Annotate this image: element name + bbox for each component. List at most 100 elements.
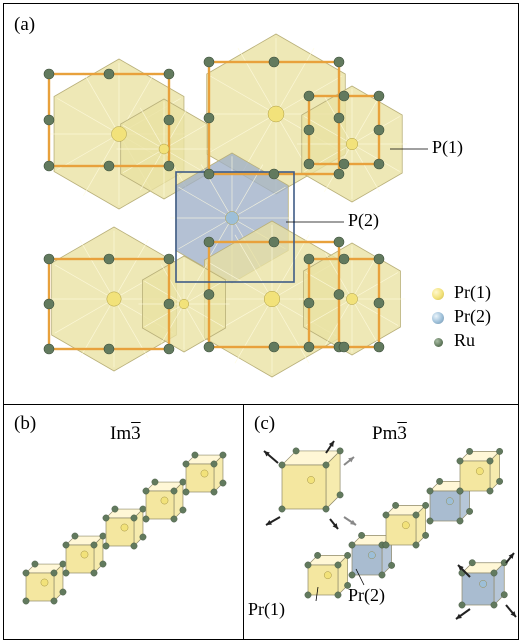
ru-atom (90, 569, 98, 577)
icosahedron-edge (144, 280, 185, 305)
sc-cube-5 (456, 448, 504, 495)
ru-atom (344, 551, 352, 559)
ru-atom (163, 68, 175, 80)
ru-atom (210, 488, 218, 496)
ru-atom (103, 253, 115, 265)
ru-atom (322, 461, 330, 469)
icosahedron-edge (231, 186, 286, 219)
ru-atom (50, 569, 58, 577)
ru-atom (130, 542, 138, 550)
ru-atom (303, 124, 315, 136)
icosahedron-edge (237, 48, 277, 115)
ru-atom (314, 551, 322, 559)
ru-atom (496, 478, 504, 485)
ru-atom (336, 447, 344, 455)
bcc-cube-chain (22, 451, 227, 605)
ru-atom (191, 451, 199, 459)
pr-atom (178, 298, 190, 310)
pr1-callout: Pr(1) (248, 599, 285, 619)
ru-atom (31, 560, 39, 568)
ru-atom (219, 479, 227, 487)
arrow-head-icon (264, 451, 270, 457)
pr1-marker-icon (432, 288, 444, 300)
ru-atom (179, 478, 187, 486)
ru-atom (486, 487, 494, 495)
icosahedron-edge (178, 186, 233, 219)
arrow-head-icon (328, 441, 334, 447)
icosahedron-edge (275, 48, 315, 115)
ru-atom (322, 505, 330, 513)
center-atom (368, 551, 376, 559)
ru-atom (268, 341, 280, 353)
ru-atom (139, 533, 147, 541)
ru-atom (163, 298, 175, 310)
ru-atom (373, 124, 385, 136)
ru-atom (338, 341, 350, 353)
pr2-callout: Pr(2) (348, 585, 385, 605)
ru-atom (142, 515, 150, 523)
icosahedron-edge (183, 303, 208, 344)
icosahedron-edge (351, 298, 399, 326)
arrow-head-icon (348, 457, 354, 463)
pr-atom (106, 291, 122, 307)
ru-atom (333, 289, 345, 300)
arrow-head-icon (458, 565, 464, 571)
arrow-head-icon (510, 611, 516, 617)
ru-atom (303, 297, 315, 309)
ru-atom (456, 517, 464, 525)
center-atom (324, 571, 332, 579)
icosahedron-edge (183, 280, 224, 305)
icosahedron-edge (163, 148, 206, 174)
ru-atom (392, 502, 400, 509)
ru-atom (486, 457, 494, 465)
ru-atom (303, 158, 315, 170)
cube-front-face (281, 464, 327, 510)
icosahedron-edge (139, 107, 165, 150)
ru-atom (203, 112, 215, 124)
ru-atom (142, 487, 150, 495)
ru-atom (22, 569, 30, 577)
ru-atom (62, 569, 70, 577)
ru-atom (203, 56, 215, 68)
ru-atom (203, 168, 215, 180)
ru-atom (22, 597, 30, 605)
arrow-head-icon (266, 520, 272, 525)
arrow-head-icon (508, 553, 514, 559)
ru-atom (43, 343, 55, 355)
icosahedron-edge (79, 239, 115, 300)
bcc-cube-4 (142, 478, 187, 523)
icosahedron-edge (183, 303, 224, 328)
space-group-im3: Im3 (110, 423, 141, 445)
center-atom (307, 476, 315, 484)
ru-atom (373, 90, 385, 102)
ru-atom (103, 343, 115, 355)
ru-atom (170, 515, 178, 523)
icosahedron-edge (160, 303, 185, 344)
icosahedron-edge (144, 303, 185, 328)
icosahedron-edge (351, 96, 380, 145)
ru-atom (43, 68, 55, 80)
space-group-base: Pm (372, 423, 398, 444)
ru-atom (182, 488, 190, 496)
ru-atom (412, 541, 420, 549)
sc-cube-chain (263, 440, 517, 620)
ru-atom (99, 532, 107, 540)
ru-atom (210, 460, 218, 468)
icosahedron-edge (139, 148, 165, 191)
center-cube-frame (175, 171, 295, 283)
ru-atom (163, 343, 175, 355)
icosahedron-edge (305, 272, 353, 300)
pr2-callout-line (355, 568, 365, 586)
cube-front-face (459, 460, 491, 492)
legend-label-ru: Ru (454, 330, 476, 350)
panel-c-label: (c) (254, 413, 276, 434)
icosahedron-edge (210, 75, 277, 115)
icosahedron-edge (351, 143, 400, 172)
center-atom (401, 521, 410, 529)
ru-atom (203, 341, 215, 353)
ru-atom (182, 460, 190, 468)
ru-atom (333, 236, 345, 248)
icosahedron-edge (54, 264, 115, 300)
center-atom (479, 580, 487, 588)
icosahedron-edge (207, 261, 273, 300)
